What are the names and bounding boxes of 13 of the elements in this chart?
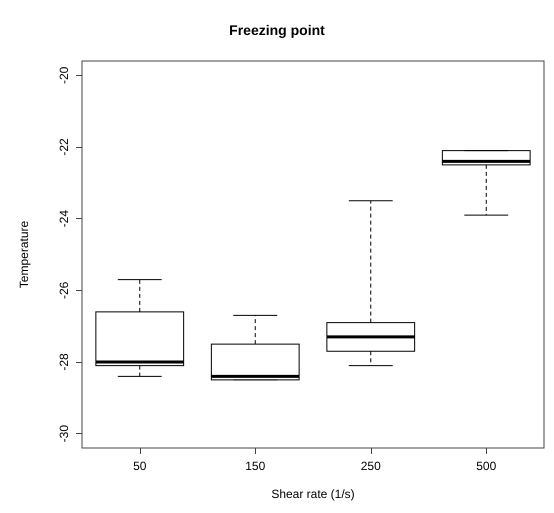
y-tick-label: -22 [57,138,71,156]
x-tick-label: 500 [476,459,497,473]
x-tick-label: 50 [133,459,147,473]
y-tick-label: -24 [57,210,71,228]
y-axis-title: Temperature [17,220,31,288]
chart-title: Freezing point [229,22,326,38]
y-tick-label: -28 [57,353,71,371]
x-tick-label: 150 [245,459,266,473]
y-tick-label: -26 [57,281,71,300]
x-axis-title: Shear rate (1/s) [271,487,355,501]
y-tick-label: -20 [57,66,71,84]
x-tick-label: 250 [360,459,382,473]
y-tick-label: -30 [57,424,71,442]
